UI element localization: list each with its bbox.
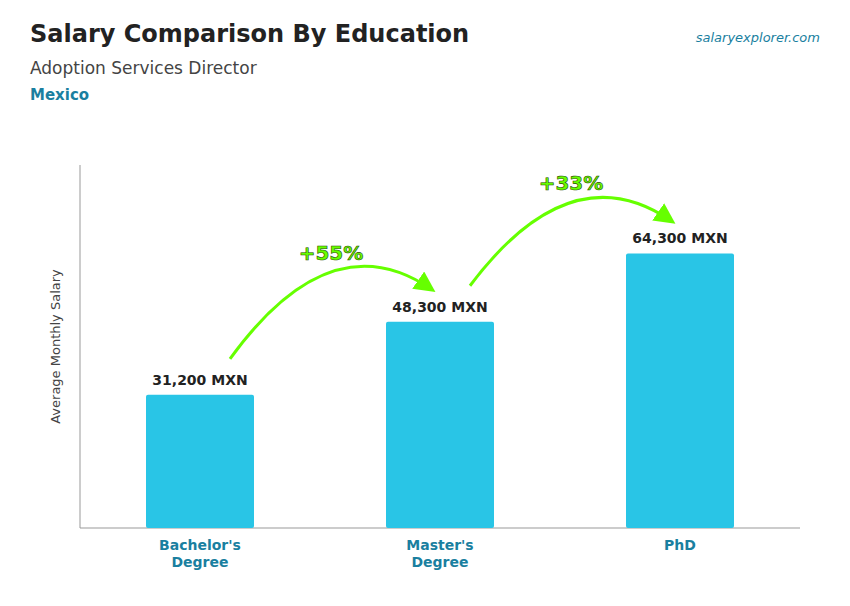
location: Mexico <box>30 86 89 104</box>
source: salaryexplorer.com <box>696 30 820 45</box>
data-label: 31,200 MXN <box>152 372 247 388</box>
change-label: +55% <box>299 241 364 265</box>
subtitle: Adoption Services Director <box>30 58 257 78</box>
x-tick-label-line: Degree <box>171 554 228 570</box>
y-axis-line <box>80 165 81 528</box>
x-tick-label-line: Master's <box>406 537 473 553</box>
bar <box>386 322 494 528</box>
title: Salary Comparison By Education <box>30 20 469 48</box>
change-arrow <box>470 197 672 285</box>
change-arrow <box>230 266 432 358</box>
x-tick-label-line: Bachelor's <box>159 537 241 553</box>
x-tick-label: Master'sDegree <box>406 537 473 570</box>
x-tick-label: PhD <box>664 537 696 553</box>
chart: Salary Comparison By Education Adoption S… <box>0 0 850 606</box>
y-axis-label: Average Monthly Salary <box>48 269 63 424</box>
bars <box>146 253 734 528</box>
x-tick-label-line: PhD <box>664 537 696 553</box>
data-label: 64,300 MXN <box>632 230 727 246</box>
bar <box>146 395 254 528</box>
data-label: 48,300 MXN <box>392 299 487 315</box>
change-label: +33% <box>539 171 604 195</box>
x-tick-label: Bachelor'sDegree <box>159 537 241 570</box>
bar <box>626 253 734 528</box>
x-tick-label-line: Degree <box>411 554 468 570</box>
